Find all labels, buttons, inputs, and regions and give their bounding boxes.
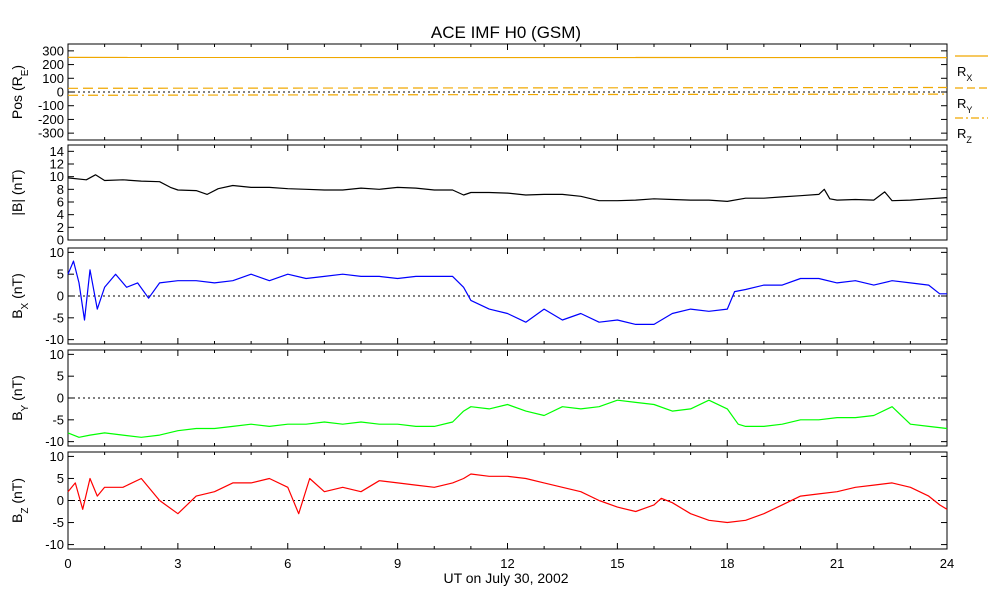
y-tick-label-bmag: 12 xyxy=(50,157,64,172)
y-axis-label-bx: BX (nT) xyxy=(9,273,31,319)
series-line-BZ xyxy=(67,473,948,524)
legend-label-RZ: RZ xyxy=(957,126,972,145)
y-tick-label-bz: 0 xyxy=(57,493,64,508)
x-tick-label: 6 xyxy=(284,556,291,571)
x-tick-label: 9 xyxy=(394,556,401,571)
y-tick-label-bx: -10 xyxy=(45,332,64,347)
series-line-|B| xyxy=(67,174,948,202)
x-axis-label: UT on July 30, 2002 xyxy=(443,570,568,586)
y-tick-label-pos: -300 xyxy=(38,126,64,141)
series-line-BY xyxy=(67,399,948,438)
y-tick-label-bx: 0 xyxy=(57,289,64,304)
x-tick-label: 15 xyxy=(610,556,624,571)
y-tick-label-bmag: 10 xyxy=(50,169,64,184)
series-line-RY xyxy=(67,86,948,89)
y-tick-label-by: -10 xyxy=(45,434,64,449)
x-tick-label: 3 xyxy=(174,556,181,571)
y-axis-label-pos: Pos (RE) xyxy=(9,65,31,119)
series-line-BX xyxy=(67,260,947,325)
y-tick-label-bmag: 14 xyxy=(50,144,64,159)
y-tick-label-bmag: 6 xyxy=(57,195,64,210)
legend-label-RX: RX xyxy=(957,64,972,83)
legend-label-RY: RY xyxy=(957,96,972,115)
x-axis: 0 3 6 9 12 15 18 21 24 xyxy=(64,556,954,571)
panel-bz: -10 -5 0 5 10 BZ (nT) xyxy=(9,449,948,552)
y-tick-label-bmag: 4 xyxy=(57,207,64,222)
y-tick-label-pos: 100 xyxy=(42,71,64,86)
y-tick-label-pos: -200 xyxy=(38,112,64,127)
y-axis-label-bmag: |B| (nT) xyxy=(9,169,25,215)
chart-title: ACE IMF H0 (GSM) xyxy=(431,23,581,42)
x-tick-label: 0 xyxy=(64,556,71,571)
panel-bx: -10 -5 0 5 10 BX (nT) xyxy=(9,245,948,347)
y-tick-label-bz: -10 xyxy=(45,537,64,552)
y-tick-label-pos: 200 xyxy=(42,57,64,72)
y-tick-label-bx: 5 xyxy=(57,267,64,282)
y-axis-label-by: BY (nT) xyxy=(9,375,31,421)
y-tick-label-bz: 10 xyxy=(50,449,64,464)
y-tick-label-bz: -5 xyxy=(52,515,64,530)
panel-by: -10 -5 0 5 10 BY (nT) xyxy=(9,347,948,449)
x-tick-label: 18 xyxy=(720,556,734,571)
x-tick-label: 21 xyxy=(830,556,844,571)
x-tick-label: 24 xyxy=(940,556,954,571)
y-tick-label-pos: -100 xyxy=(38,98,64,113)
series-line-RZ xyxy=(67,93,948,96)
y-tick-label-by: 5 xyxy=(57,369,64,384)
y-tick-label-by: 0 xyxy=(57,391,64,406)
y-tick-label-bmag: 0 xyxy=(57,233,64,248)
y-tick-label-bmag: 8 xyxy=(57,182,64,197)
y-tick-label-pos: 300 xyxy=(42,43,64,58)
y-tick-label-bz: 5 xyxy=(57,471,64,486)
y-tick-label-bmag: 2 xyxy=(57,220,64,235)
y-tick-label-bx: -5 xyxy=(52,310,64,325)
y-tick-label-by: 10 xyxy=(50,347,64,362)
y-tick-label-pos: 0 xyxy=(57,85,64,100)
x-tick-label: 12 xyxy=(500,556,514,571)
y-tick-label-by: -5 xyxy=(52,412,64,427)
y-tick-label-bx: 10 xyxy=(50,245,64,260)
y-axis-label-bz: BZ (nT) xyxy=(9,478,31,523)
